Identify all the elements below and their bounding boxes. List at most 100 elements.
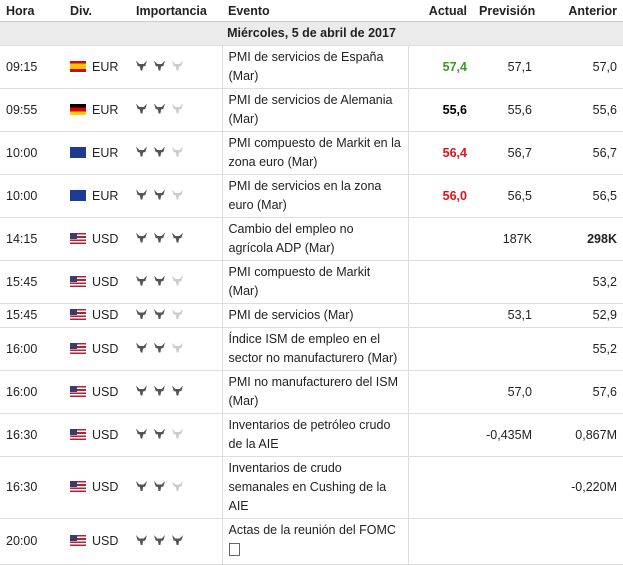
flag — [70, 275, 86, 287]
actual — [408, 303, 473, 328]
actual-value: 56,4 — [442, 145, 467, 160]
importance — [130, 88, 222, 132]
column-header: Hora — [0, 0, 64, 22]
forecast: 55,6 — [473, 88, 538, 132]
event-row: 20:00 USD Actas de la reunión del FOMC — [0, 518, 623, 565]
time: 10:00 — [0, 131, 64, 175]
currency-cell: USD — [64, 370, 130, 414]
importance — [130, 518, 222, 565]
actual — [408, 370, 473, 414]
event: PMI compuesto de Markit (Mar) — [221, 260, 409, 304]
flag — [70, 385, 86, 397]
bull-icon — [172, 232, 183, 243]
time: 20:00 — [0, 518, 64, 565]
forecast: 56,5 — [473, 174, 538, 218]
time: 16:30 — [0, 456, 64, 519]
previous-value: 56,5 — [592, 188, 617, 203]
column-header: Previsión — [473, 0, 538, 22]
event-name: PMI compuesto de Markit (Mar) — [228, 265, 371, 298]
column-header: Div. — [64, 0, 130, 22]
currency: USD — [92, 534, 119, 548]
previous: 298K — [538, 217, 623, 261]
forecast-value: -0,435M — [486, 427, 532, 442]
currency-cell: USD — [64, 303, 130, 328]
bull-icon — [154, 146, 165, 157]
event-row: 10:00 EUR PMI de servicios en la zona euro… — [0, 174, 623, 218]
bull-icon — [154, 189, 165, 200]
previous: 55,6 — [538, 88, 623, 132]
bull-icon — [154, 103, 165, 114]
bull-icon — [136, 481, 147, 491]
previous: 52,9 — [538, 303, 623, 328]
importance — [130, 327, 222, 371]
column-header: Importancia — [130, 0, 222, 22]
forecast-value: 187K — [502, 231, 532, 246]
event: Actas de la reunión del FOMC — [221, 518, 409, 565]
actual-value: 57,4 — [442, 59, 467, 74]
currency-cell: EUR — [64, 174, 130, 218]
event-name: Inventarios de crudo semanales en Cushin… — [228, 461, 387, 513]
bull-icon — [154, 60, 165, 71]
currency-cell: EUR — [64, 88, 130, 132]
event-name: Inventarios de petróleo crudo de la AIE — [228, 418, 391, 451]
bull-icon — [154, 275, 165, 286]
bull-icon — [136, 275, 147, 286]
previous: 57,0 — [538, 45, 623, 89]
actual: 56,0 — [408, 174, 473, 218]
previous-value: 56,7 — [592, 145, 617, 160]
importance — [130, 45, 222, 89]
previous-value: 0,867M — [575, 427, 617, 442]
time: 14:15 — [0, 217, 64, 261]
previous-value: 57,6 — [592, 384, 617, 399]
importance — [130, 456, 222, 519]
bull-icon — [136, 232, 147, 243]
importance — [130, 131, 222, 175]
event: PMI de servicios de Alemania (Mar) — [221, 88, 409, 132]
time: 09:15 — [0, 45, 64, 89]
column-header: Anterior — [538, 0, 623, 22]
previous: -0,220M — [538, 456, 623, 519]
time: 15:45 — [0, 260, 64, 304]
flag — [70, 189, 86, 201]
actual — [408, 327, 473, 371]
event: PMI de servicios en la zona euro (Mar) — [221, 174, 409, 218]
forecast: 57,1 — [473, 45, 538, 89]
previous: 55,2 — [538, 327, 623, 371]
event-row: 15:45 USD PMI de servicios (Mar) 53,1 52,9 — [0, 303, 623, 328]
previous — [538, 518, 623, 565]
bull-icon — [172, 385, 183, 396]
event-name: PMI de servicios (Mar) — [228, 308, 354, 322]
date-row: Miércoles, 5 de abril de 2017 — [0, 21, 623, 46]
forecast — [473, 456, 538, 519]
event-name: PMI compuesto de Markit en la zona euro … — [228, 136, 401, 169]
previous-value: 55,6 — [592, 102, 617, 117]
bull-icon — [136, 60, 147, 71]
header-row: Hora Div. Importancia Evento Actual Previsión… — [0, 0, 623, 22]
flag — [70, 232, 86, 244]
bull-icon — [172, 428, 183, 439]
bull-icon — [136, 146, 147, 157]
flag — [70, 428, 86, 440]
bull-icon — [172, 342, 183, 353]
event: Inventarios de crudo semanales en Cushin… — [221, 456, 409, 519]
bull-icon — [172, 60, 183, 71]
date: Miércoles, 5 de abril de 2017 — [0, 21, 623, 46]
previous: 0,867M — [538, 413, 623, 457]
currency-cell: USD — [64, 217, 130, 261]
forecast: 56,7 — [473, 131, 538, 175]
forecast — [473, 518, 538, 565]
actual: 56,4 — [408, 131, 473, 175]
event: Inventarios de petróleo crudo de la AIE — [221, 413, 409, 457]
previous: 53,2 — [538, 260, 623, 304]
currency: USD — [92, 480, 119, 494]
forecast: 53,1 — [473, 303, 538, 328]
flag — [70, 342, 86, 354]
currency: USD — [92, 384, 119, 399]
bull-icon — [172, 275, 183, 286]
document-icon — [228, 543, 240, 556]
forecast-value: 53,1 — [507, 308, 532, 322]
flag — [70, 146, 86, 158]
event-row: 16:00 USD PMI no manufacturero del ISM (Ma… — [0, 370, 623, 414]
table-body: Miércoles, 5 de abril de 2017 09:15 EUR PMI… — [0, 21, 623, 565]
